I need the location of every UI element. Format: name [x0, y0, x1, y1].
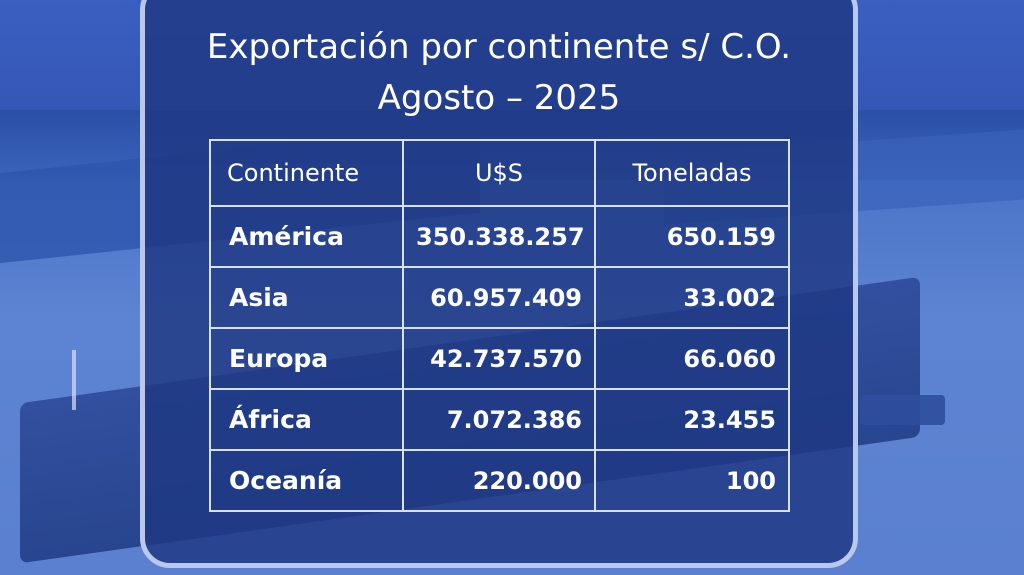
cell-tons: 100	[594, 449, 790, 512]
cell-continent: África	[209, 388, 404, 451]
table-row: África 7.072.386 23.455	[209, 388, 790, 451]
table-row: Asia 60.957.409 33.002	[209, 266, 790, 329]
table-header-row: Continente U$S Toneladas	[209, 139, 790, 207]
cell-tons: 23.455	[594, 388, 790, 451]
header-continente: Continente	[209, 139, 404, 207]
cell-tons: 650.159	[594, 205, 790, 268]
exports-table: Continente U$S Toneladas América 350.338…	[209, 139, 790, 512]
header-toneladas: Toneladas	[594, 139, 790, 207]
table-row: América 350.338.257 650.159	[209, 205, 790, 268]
title-line-1: Exportación por continente s/ C.O.	[206, 27, 792, 67]
cell-tons: 33.002	[594, 266, 790, 329]
cell-continent: Europa	[209, 327, 404, 390]
cell-tons: 66.060	[594, 327, 790, 390]
cell-usd: 220.000	[402, 449, 596, 512]
cell-continent: Asia	[209, 266, 404, 329]
header-usd: U$S	[402, 139, 596, 207]
cell-continent: América	[209, 205, 404, 268]
cell-usd: 350.338.257	[402, 205, 596, 268]
table-row: Oceanía 220.000 100	[209, 449, 790, 512]
tugboat	[860, 395, 945, 425]
page-title: Exportación por continente s/ C.O. Agost…	[140, 22, 858, 124]
table-row: Europa 42.737.570 66.060	[209, 327, 790, 390]
cell-usd: 60.957.409	[402, 266, 596, 329]
ship-mast	[72, 350, 76, 410]
title-line-2: Agosto – 2025	[377, 78, 621, 118]
cell-usd: 7.072.386	[402, 388, 596, 451]
cell-usd: 42.737.570	[402, 327, 596, 390]
cell-continent: Oceanía	[209, 449, 404, 512]
